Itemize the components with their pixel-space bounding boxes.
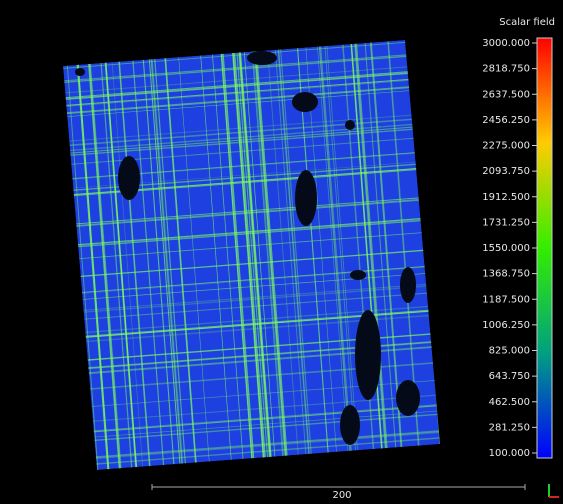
tick-label: 1006.250 xyxy=(482,320,530,331)
tick-label: 2637.500 xyxy=(482,89,530,100)
tick-label: 1550.000 xyxy=(482,243,530,254)
tick-label: 1187.500 xyxy=(482,294,530,305)
tick-label: 1731.250 xyxy=(482,217,530,228)
hole xyxy=(75,68,85,76)
hole xyxy=(396,380,420,416)
hole xyxy=(292,92,318,112)
tick-label: 825.000 xyxy=(489,346,530,357)
tick-label: 643.750 xyxy=(489,371,530,382)
hole xyxy=(400,267,416,303)
tick-label: 462.500 xyxy=(489,397,530,408)
tick-label: 3000.000 xyxy=(482,38,530,49)
tick-label: 2275.000 xyxy=(482,141,530,152)
hole xyxy=(118,156,140,200)
viewer: Scalar field 3000.000 2818.750 2637.500 245… xyxy=(0,0,563,504)
hole xyxy=(355,310,381,400)
tick-label: 100.000 xyxy=(489,448,530,459)
color-bar xyxy=(537,38,552,458)
scale-title: Scalar field xyxy=(499,17,555,28)
hole xyxy=(350,270,366,280)
tick-label: 2818.750 xyxy=(482,64,530,75)
tick-label: 2093.750 xyxy=(482,166,530,177)
hole xyxy=(295,170,317,226)
tick-label: 281.250 xyxy=(489,422,530,433)
scale-bar-label: 200 xyxy=(332,490,351,501)
hole xyxy=(340,405,360,445)
tick-label: 1368.750 xyxy=(482,269,530,280)
tick-label: 2456.250 xyxy=(482,115,530,126)
tick-label: 1912.500 xyxy=(482,192,530,203)
hole xyxy=(345,120,355,130)
hole xyxy=(247,51,277,65)
